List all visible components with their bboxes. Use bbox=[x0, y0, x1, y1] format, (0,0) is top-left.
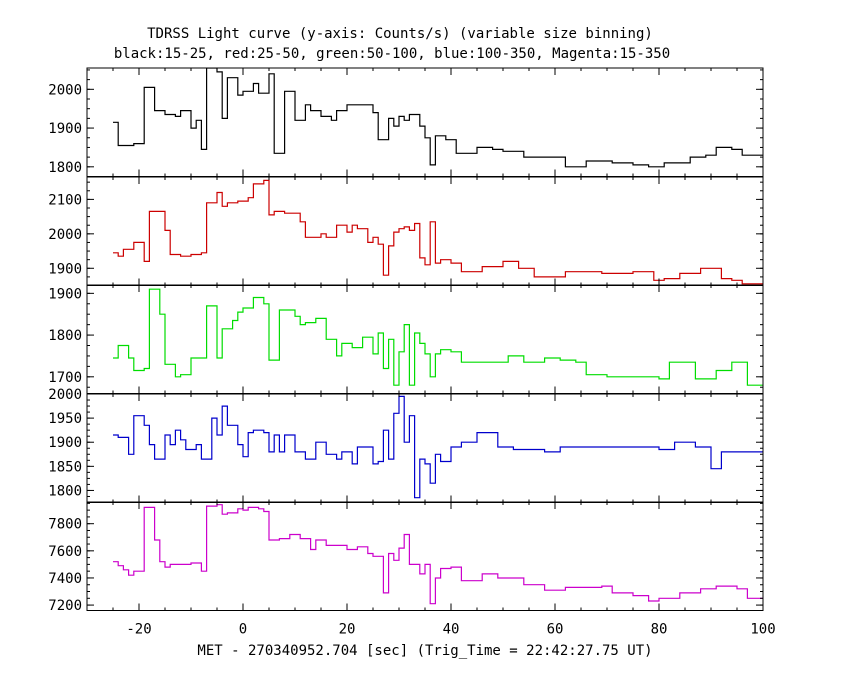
y-tick-label: 1700 bbox=[48, 370, 82, 386]
x-axis: -20 0 20 40 60 80 100 bbox=[126, 622, 775, 638]
y-tick-label: 1800 bbox=[48, 328, 82, 344]
x-tick-label: 100 bbox=[750, 622, 775, 638]
y-tick-label: 1900 bbox=[48, 435, 82, 451]
y-tick-label: 7600 bbox=[48, 544, 82, 560]
panel-frame bbox=[86, 393, 764, 503]
panel-frame bbox=[86, 501, 764, 611]
panel-frame bbox=[86, 67, 764, 177]
y-tick-label: 7200 bbox=[48, 598, 82, 614]
series-line-15-25 bbox=[113, 68, 763, 168]
y-tick-label: 1850 bbox=[48, 459, 82, 475]
chart-subtitle: black:15-25, red:25-50, green:50-100, bl… bbox=[114, 46, 670, 62]
y-tick-label: 7800 bbox=[48, 517, 82, 533]
y-tick-label: 2100 bbox=[48, 192, 82, 208]
y-tick-label: 7400 bbox=[48, 571, 82, 587]
series-line-15-350 bbox=[113, 504, 763, 605]
panel-frame bbox=[86, 284, 764, 394]
y-tick-label: 2000 bbox=[48, 227, 82, 243]
x-tick-label: 0 bbox=[239, 622, 247, 638]
y-tick-label: 2000 bbox=[48, 387, 82, 403]
panel-15-350: 7200 7400 7600 7800 bbox=[48, 501, 764, 614]
x-tick-label: 80 bbox=[651, 622, 668, 638]
series-line-50-100 bbox=[113, 288, 763, 386]
y-tick-label: 1900 bbox=[48, 261, 82, 277]
x-axis-label: MET - 270340952.704 [sec] (Trig_Time = 2… bbox=[197, 643, 652, 659]
y-tick-label: 2000 bbox=[48, 82, 82, 98]
panel-50-100: 1700 1800 1900 bbox=[48, 284, 764, 394]
panels-group: 1800190020001900200021001700180019001800… bbox=[48, 67, 764, 614]
series-line-100-350 bbox=[113, 395, 763, 499]
y-tick-label: 1900 bbox=[48, 121, 82, 137]
panel-100-350: 1800 1850 1900 1950 2000 bbox=[48, 387, 764, 503]
series-line-25-50 bbox=[113, 179, 763, 285]
panel-15-25: 1800 1900 2000 bbox=[48, 67, 764, 177]
panel-25-50: 1900 2000 2100 bbox=[48, 176, 764, 286]
y-tick-label: 1900 bbox=[48, 286, 82, 302]
y-tick-label: 1800 bbox=[48, 160, 82, 176]
x-tick-label: 60 bbox=[547, 622, 564, 638]
y-tick-label: 1800 bbox=[48, 483, 82, 499]
chart-title: TDRSS Light curve (y-axis: Counts/s) (va… bbox=[147, 26, 653, 42]
x-tick-label: 40 bbox=[443, 622, 460, 638]
x-tick-label: 20 bbox=[339, 622, 356, 638]
y-tick-label: 1950 bbox=[48, 411, 82, 427]
x-tick-label: -20 bbox=[126, 622, 151, 638]
panel-frame bbox=[86, 176, 764, 286]
